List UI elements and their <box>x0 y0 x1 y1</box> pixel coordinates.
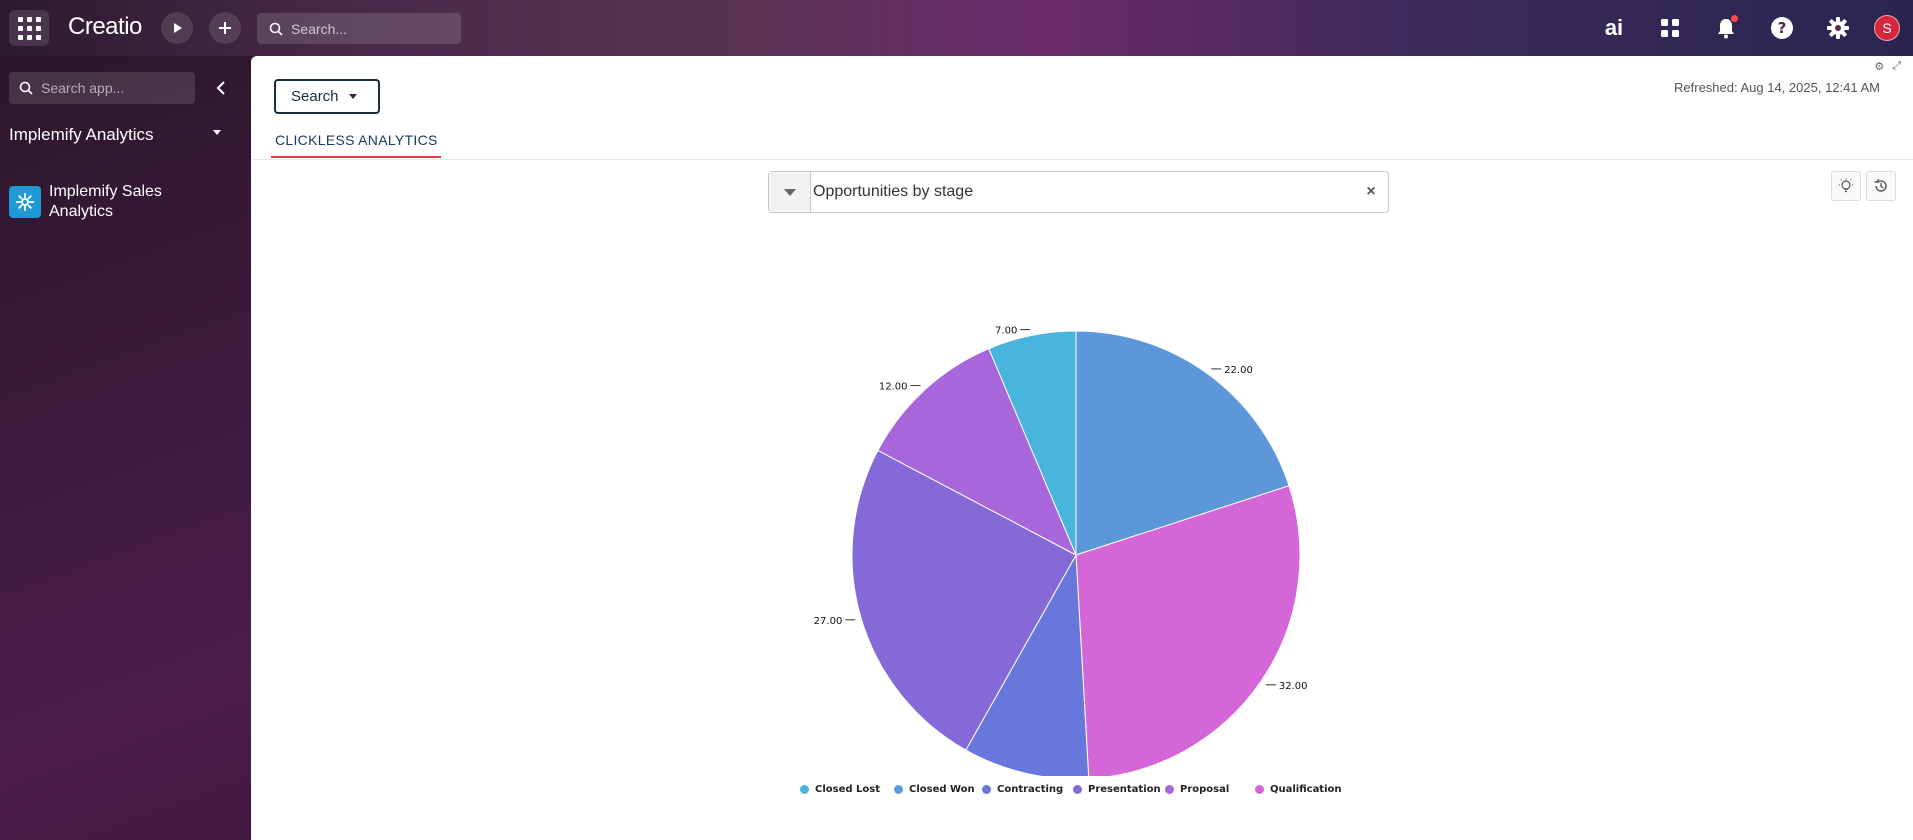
panel-corner-tools: ⚙ ⤢ <box>1874 60 1901 73</box>
ai-label: ai <box>1604 15 1624 40</box>
search-dropdown-button[interactable]: Search <box>274 79 380 114</box>
apps-grid-icon <box>1661 19 1679 37</box>
search-icon <box>19 81 33 95</box>
global-search-input[interactable]: Search... <box>257 13 461 44</box>
pie-slice-closed-lost[interactable] <box>988 330 1077 556</box>
clear-query-button[interactable]: × <box>1354 172 1388 212</box>
top-bar: Creatio Search... ai ? <box>0 0 1913 56</box>
pie-slice-qualification[interactable] <box>1075 485 1301 776</box>
legend-swatch <box>982 785 991 794</box>
data-label: 32.00 <box>1279 681 1308 692</box>
snowflake-icon <box>16 193 34 211</box>
data-label: 22.00 <box>1224 365 1253 376</box>
legend-label: Qualification <box>1270 784 1342 795</box>
opportunities-pie-chart: 22.00 32.00 10.00 27.00 12.00 7.00 <box>814 326 1308 776</box>
notification-badge <box>1731 15 1738 22</box>
chevron-down-icon <box>348 94 357 99</box>
legend-item-presentation[interactable]: Presentation <box>1073 784 1161 795</box>
global-search-placeholder: Search... <box>291 20 348 37</box>
legend-item-contracting[interactable]: Contracting <box>982 784 1063 795</box>
gear-icon <box>1827 17 1849 39</box>
creatio-logo: Creatio <box>68 13 142 40</box>
lightbulb-icon <box>1838 178 1854 193</box>
legend-label: Closed Lost <box>815 784 880 795</box>
collapse-sidebar-button[interactable] <box>210 76 232 100</box>
refreshed-timestamp: Refreshed: Aug 14, 2025, 12:41 AM <box>1674 80 1880 95</box>
expand-icon[interactable]: ⤢ <box>1892 60 1901 72</box>
pie-slice-presentation[interactable] <box>851 449 1077 751</box>
legend-swatch <box>800 785 809 794</box>
legend-item-closed-lost[interactable]: Closed Lost <box>800 784 880 795</box>
apps-button[interactable] <box>1656 14 1684 42</box>
query-history-dropdown[interactable] <box>769 172 811 212</box>
run-process-button[interactable] <box>161 12 193 44</box>
data-label: 10.00 <box>982 775 1011 776</box>
chart-legend: Closed Lost Closed Won Contracting Presenta… <box>251 784 1913 804</box>
data-label: 12.00 <box>879 382 908 393</box>
legend-item-proposal[interactable]: Proposal <box>1165 784 1229 795</box>
add-button[interactable] <box>209 12 241 44</box>
help-button[interactable]: ? <box>1768 14 1796 42</box>
query-text[interactable]: Opportunities by stage <box>813 183 974 200</box>
query-input[interactable]: Opportunities by stage × <box>768 171 1389 213</box>
legend-swatch <box>1165 785 1174 794</box>
chevron-left-icon <box>216 81 225 95</box>
legend-label: Closed Won <box>909 784 975 795</box>
app-title[interactable]: Implemify Analytics <box>9 125 154 144</box>
history-icon <box>1874 179 1887 192</box>
main-panel: ⚙ ⤢ Search Refreshed: Aug 14, 2025, 12:4… <box>251 56 1913 840</box>
legend-label: Proposal <box>1180 784 1230 795</box>
settings-button[interactable] <box>1824 14 1852 42</box>
history-button[interactable] <box>1866 171 1896 201</box>
bell-icon <box>1718 19 1734 39</box>
data-label: 7.00 <box>995 326 1017 337</box>
avatar-initial: S <box>1882 20 1892 36</box>
legend-item-qualification[interactable]: Qualification <box>1255 784 1342 795</box>
legend-swatch <box>1073 785 1082 794</box>
chevron-down-icon[interactable] <box>213 130 221 135</box>
pie-slice-contracting[interactable] <box>965 553 1090 776</box>
help-icon: ? <box>1771 17 1793 39</box>
user-avatar[interactable]: S <box>1874 15 1900 41</box>
small-gear-icon[interactable]: ⚙ <box>1874 61 1885 73</box>
pie-slice-proposal[interactable] <box>877 348 1078 557</box>
play-icon <box>174 23 182 33</box>
svg-text:?: ? <box>1778 19 1787 37</box>
legend-label: Presentation <box>1088 784 1161 795</box>
close-icon: × <box>1366 183 1376 200</box>
legend-swatch <box>894 785 903 794</box>
tab-clickless-analytics[interactable]: CLICKLESS ANALYTICS <box>275 132 438 148</box>
caret-down-icon <box>783 188 796 196</box>
ai-button[interactable]: ai <box>1600 14 1628 42</box>
search-button-label: Search <box>291 88 339 105</box>
notifications-button[interactable] <box>1712 14 1740 42</box>
legend-label: Contracting <box>997 784 1064 795</box>
search-icon <box>269 22 283 36</box>
plus-icon <box>219 22 231 34</box>
legend-swatch <box>1255 785 1264 794</box>
app-search-input[interactable]: Search app... <box>9 72 195 104</box>
app-launcher-icon[interactable] <box>9 10 49 46</box>
app-search-placeholder: Search app... <box>41 80 125 96</box>
insights-button[interactable] <box>1831 171 1861 201</box>
pie-slice-closed-won[interactable] <box>1075 330 1290 556</box>
data-label: 27.00 <box>814 616 843 627</box>
sidebar-item-icon[interactable] <box>9 186 41 218</box>
active-tab-indicator <box>271 156 441 158</box>
sidebar-item-sales-analytics[interactable]: Implemify Sales Analytics <box>49 183 162 220</box>
legend-item-closed-won[interactable]: Closed Won <box>894 784 975 795</box>
tab-divider <box>251 159 1913 160</box>
